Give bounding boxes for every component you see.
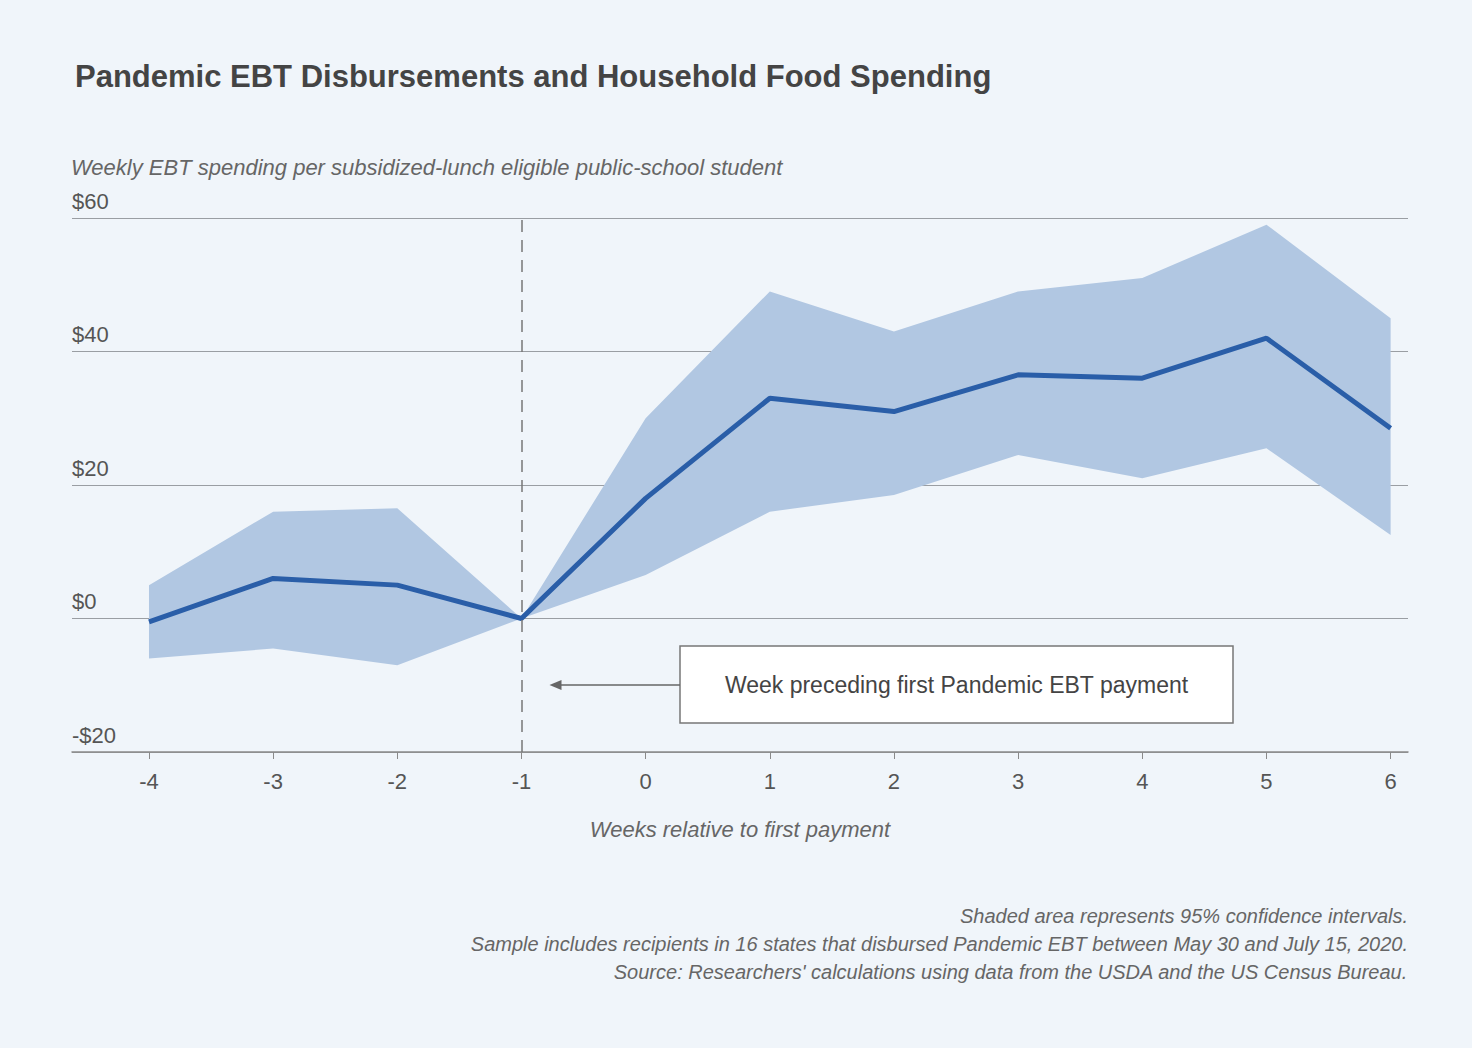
svg-text:5: 5: [1260, 769, 1272, 794]
svg-text:-1: -1: [512, 769, 532, 794]
svg-text:Sample includes recipients in: Sample includes recipients in 16 states …: [471, 933, 1408, 955]
svg-text:0: 0: [640, 769, 652, 794]
svg-text:-2: -2: [388, 769, 408, 794]
svg-text:1: 1: [764, 769, 776, 794]
svg-text:Pandemic EBT Disbursements and: Pandemic EBT Disbursements and Household…: [75, 59, 991, 94]
svg-text:$40: $40: [72, 322, 109, 347]
svg-text:$20: $20: [72, 456, 109, 481]
svg-text:4: 4: [1136, 769, 1148, 794]
svg-text:Source: Researchers' calculati: Source: Researchers' calculations using …: [614, 961, 1408, 983]
svg-text:Weeks relative to first paymen: Weeks relative to first payment: [590, 817, 891, 842]
svg-text:Week preceding first Pandemic: Week preceding first Pandemic EBT paymen…: [725, 672, 1189, 698]
svg-text:2: 2: [888, 769, 900, 794]
svg-text:$60: $60: [72, 189, 109, 214]
svg-text:-$20: -$20: [72, 723, 116, 748]
svg-text:Shaded area represents 95% con: Shaded area represents 95% confidence in…: [960, 905, 1408, 927]
svg-text:6: 6: [1384, 769, 1396, 794]
svg-text:3: 3: [1012, 769, 1024, 794]
svg-text:Weekly EBT spending per subsid: Weekly EBT spending per subsidized-lunch…: [71, 155, 783, 180]
svg-text:$0: $0: [72, 589, 96, 614]
svg-text:-4: -4: [139, 769, 159, 794]
svg-text:-3: -3: [263, 769, 283, 794]
